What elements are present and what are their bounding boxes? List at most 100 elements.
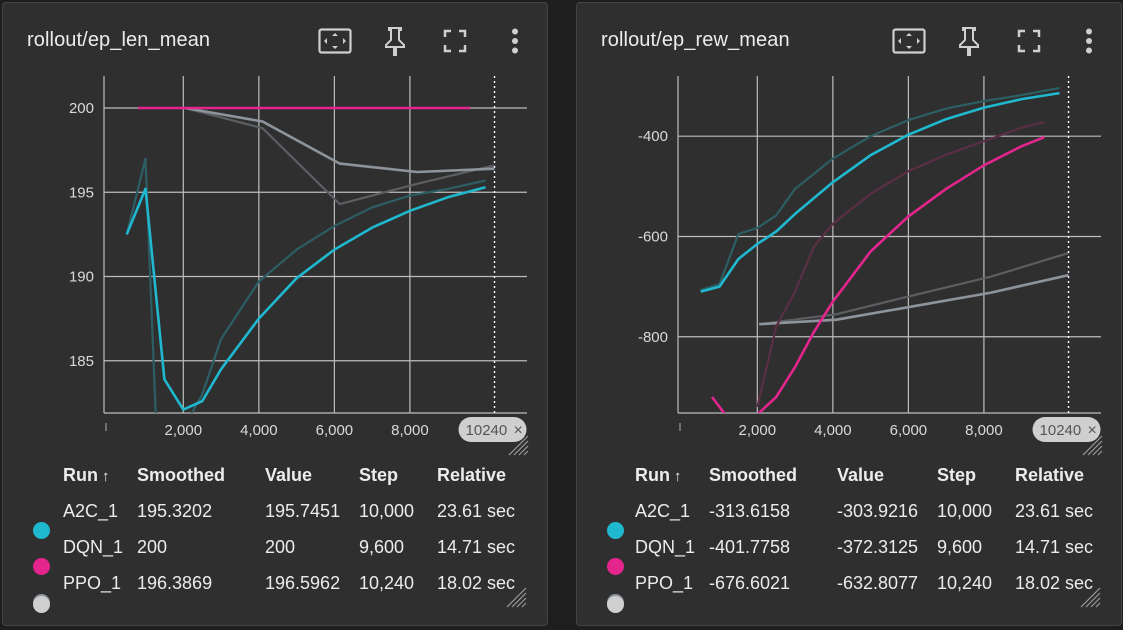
resize-handle-icon (508, 435, 529, 456)
cell-step: 10,000 (359, 501, 415, 521)
sort-arrow-icon: ↑ (102, 468, 110, 485)
cell-smoothed: 196.3869 (137, 573, 213, 593)
y-tick-label: -800 (638, 329, 668, 346)
series-line-a2c-1-raw (700, 86, 1060, 292)
pin-button[interactable] (375, 21, 415, 61)
step-tag-label: 10240 (466, 422, 508, 439)
col-header-value[interactable]: Value (265, 465, 313, 485)
resize-handle-icon (1082, 435, 1103, 456)
x-tick-label: 2,000 (165, 422, 203, 439)
col-header-run[interactable]: Run ↑ (635, 465, 682, 485)
more-vert-icon (1086, 28, 1092, 54)
cell-relative: 14.71 sec (1015, 537, 1094, 557)
pin-icon (959, 27, 979, 56)
cell-run: PPO_1 (63, 573, 122, 593)
series-line-dqn-1 (710, 135, 1045, 413)
cell-step: 9,600 (359, 537, 405, 557)
x-tick-label: 4,000 (814, 422, 852, 439)
cell-smoothed: 200 (137, 537, 168, 557)
fit-domain-button[interactable] (315, 21, 355, 61)
run-color-dot[interactable] (33, 522, 50, 539)
series-line-a2c-1 (700, 91, 1060, 293)
cell-run: PPO_1 (635, 573, 694, 593)
resize-handle-icon[interactable] (505, 586, 527, 608)
cell-relative: 23.61 sec (1015, 501, 1094, 521)
chart-card-ep-rew-mean: rollout/ep_rew_mean 2,000 4,000 6,000 8,000… (576, 2, 1122, 626)
resize-handle-icon (1092, 445, 1103, 456)
run-color-dot[interactable] (607, 596, 624, 613)
cell-value: 195.7451 (265, 501, 341, 521)
run-color-dot[interactable] (33, 596, 50, 613)
resize-handle-icon (518, 445, 529, 456)
resize-handle-icon (523, 450, 529, 456)
cell-smoothed: -401.7758 (709, 537, 791, 557)
cell-smoothed: -676.6021 (709, 573, 791, 593)
grid (104, 76, 527, 413)
cell-relative: 14.71 sec (437, 537, 516, 557)
resize-handle-icon[interactable] (1079, 586, 1101, 608)
x-tick-label: 2,000 (739, 422, 777, 439)
x-tick-label: 8,000 (965, 422, 1003, 439)
y-tick-label: 195 (69, 184, 94, 201)
y-tick-label: 190 (69, 269, 94, 286)
step-cursor-tag[interactable]: 10240 × (1032, 417, 1101, 442)
series-line-a2c-1 (125, 185, 486, 411)
x-tick-label: 8,000 (391, 422, 429, 439)
more-vert-icon (512, 28, 518, 54)
y-tick-label: 200 (69, 100, 94, 117)
step-tag-bg (458, 417, 527, 442)
cell-step: 9,600 (937, 537, 983, 557)
col-header-run[interactable]: Run ↑ (63, 465, 110, 485)
col-header-relative[interactable]: Relative (1015, 465, 1085, 485)
more-options-button[interactable] (495, 21, 535, 61)
sort-arrow-icon: ↑ (674, 468, 682, 485)
cell-value: -303.9216 (837, 501, 919, 521)
col-header-step[interactable]: Step (937, 465, 977, 485)
cell-smoothed: -313.6158 (709, 501, 791, 521)
col-header-step[interactable]: Step (359, 465, 399, 485)
y-tick-label: -600 (638, 228, 668, 245)
cell-relative: 23.61 sec (437, 501, 516, 521)
cell-step: 10,240 (359, 573, 415, 593)
pin-button[interactable] (949, 21, 989, 61)
pin-icon (385, 27, 405, 56)
step-cursor-tag[interactable]: 10240 × (458, 417, 527, 442)
y-tick-label: -400 (638, 128, 668, 145)
fullscreen-icon (443, 29, 467, 53)
cell-run: A2C_1 (63, 501, 119, 521)
step-tag-label: 10240 (1040, 422, 1082, 439)
run-color-dot[interactable] (607, 522, 624, 539)
cell-value: 200 (265, 537, 296, 557)
y-tick-label: 185 (69, 353, 94, 370)
fit-domain-icon (318, 28, 352, 54)
cell-step: 10,240 (937, 573, 993, 593)
grid (678, 76, 1101, 413)
fit-domain-button[interactable] (889, 21, 929, 61)
fullscreen-button[interactable] (1009, 21, 1049, 61)
close-icon[interactable]: × (514, 422, 523, 439)
resize-handle-icon (1097, 450, 1103, 456)
line-chart[interactable]: 2,000 4,000 6,000 8,000 -400 -600 -800 10240 × (577, 3, 1122, 463)
close-icon[interactable]: × (1088, 422, 1097, 439)
card-title: rollout/ep_rew_mean (601, 29, 790, 51)
cell-value: 196.5962 (265, 573, 341, 593)
series-group (125, 106, 495, 413)
col-header-smoothed[interactable]: Smoothed (709, 465, 797, 485)
x-tick-label: 6,000 (316, 422, 354, 439)
cell-step: 10,000 (937, 501, 993, 521)
chart-card-ep-len-mean: rollout/ep_len_mean 2,000 4,000 6,000 8,000… (2, 2, 548, 626)
x-tick-label: 6,000 (890, 422, 928, 439)
col-header-smoothed[interactable]: Smoothed (137, 465, 225, 485)
col-header-value[interactable]: Value (837, 465, 885, 485)
cell-run: DQN_1 (63, 537, 124, 557)
cell-smoothed: 195.3202 (137, 501, 213, 521)
fullscreen-icon (1017, 29, 1041, 53)
series-line-ppo-1-raw (184, 106, 495, 206)
fullscreen-button[interactable] (435, 21, 475, 61)
run-color-dot[interactable] (33, 558, 50, 575)
line-chart[interactable]: 2,000 4,000 6,000 8,000 200 195 190 185 10240 × (3, 3, 548, 463)
more-options-button[interactable] (1069, 21, 1109, 61)
run-color-dot[interactable] (607, 558, 624, 575)
series-line-a2c-1-raw (125, 157, 486, 413)
col-header-relative[interactable]: Relative (437, 465, 507, 485)
